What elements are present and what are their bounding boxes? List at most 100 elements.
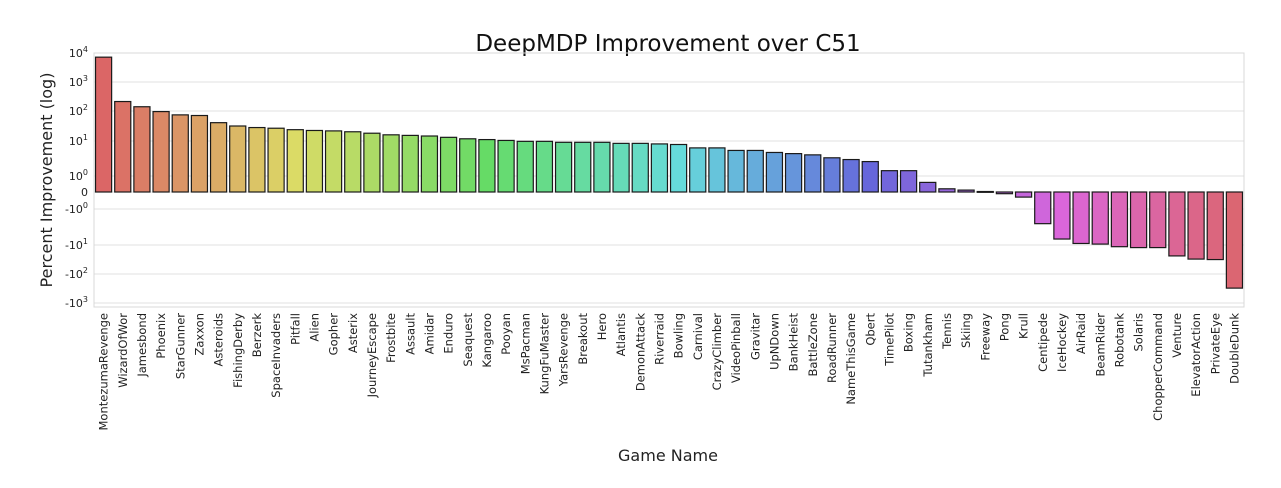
bar-Robotank bbox=[1110, 191, 1129, 248]
bar-TimePilot bbox=[880, 170, 899, 193]
bar-VideoPinball bbox=[727, 149, 745, 193]
y-tick-label: -100 bbox=[65, 201, 88, 216]
bar-IceHockey bbox=[1053, 191, 1071, 240]
x-tick-label: Frostbite bbox=[384, 313, 398, 363]
x-tick-label: NameThisGame bbox=[844, 313, 858, 405]
bar-Venture bbox=[1168, 191, 1186, 257]
bar-Riverraid bbox=[650, 143, 669, 193]
x-tick-label: CrazyClimber bbox=[710, 313, 724, 391]
x-tick-label: Bowling bbox=[672, 313, 686, 358]
x-tick-label: Gravitar bbox=[748, 313, 762, 360]
bar-AirRaid bbox=[1072, 191, 1090, 245]
x-tick-label: Asteroids bbox=[212, 313, 226, 366]
x-tick-label: ChopperCommand bbox=[1151, 313, 1165, 421]
bar-Seaquest bbox=[459, 138, 477, 193]
bars bbox=[94, 56, 1244, 289]
x-tick-label: UpNDown bbox=[767, 313, 781, 370]
bar-NameThisGame bbox=[842, 158, 860, 193]
bar-PrivateEye bbox=[1206, 191, 1224, 261]
bar-BattleZone bbox=[804, 154, 822, 193]
bar-StarGunner bbox=[171, 114, 189, 193]
bar-JourneyEscape bbox=[363, 132, 381, 193]
x-tick-label: Zaxxon bbox=[192, 313, 206, 356]
grid-lines bbox=[94, 52, 1244, 304]
bar-DoubleDunk bbox=[1225, 191, 1244, 289]
bar-Atlantis bbox=[612, 142, 630, 193]
bar-YarsRevenge bbox=[554, 141, 573, 193]
x-tick-label: Assault bbox=[403, 313, 417, 355]
x-tick-label: Alien bbox=[307, 313, 321, 342]
x-tick-label: RoadRunner bbox=[825, 313, 839, 383]
bar-Frostbite bbox=[382, 134, 400, 193]
x-tick-label: Riverraid bbox=[652, 313, 666, 365]
y-tick-label: 103 bbox=[69, 74, 88, 89]
x-tick-label: Phoenix bbox=[154, 313, 168, 359]
x-tick-label: Robotank bbox=[1112, 313, 1126, 368]
x-tick-label: Kangaroo bbox=[480, 313, 494, 368]
bar-Boxing bbox=[899, 170, 918, 193]
bar-Bowling bbox=[669, 143, 688, 193]
x-tick-label: Tutankham bbox=[921, 313, 935, 378]
x-tick-label: FishingDerby bbox=[231, 313, 245, 388]
bar-BeamRider bbox=[1091, 191, 1109, 245]
bar-BankHeist bbox=[784, 153, 803, 193]
x-tick-label: Venture bbox=[1170, 313, 1184, 358]
y-tick-labels: 104 103 102 101 100 0 -100 -101 -102 -103 bbox=[65, 45, 88, 310]
x-tick-label: Asterix bbox=[346, 313, 360, 353]
bar-Enduro bbox=[439, 136, 458, 193]
bar-Gopher bbox=[324, 130, 343, 193]
x-tick-label: YarsRevenge bbox=[557, 313, 571, 387]
x-tick-label: Amidar bbox=[422, 313, 436, 355]
y-tick-label: 101 bbox=[69, 133, 88, 148]
x-axis-label: Game Name bbox=[618, 446, 718, 465]
bar-ElevatorAction bbox=[1187, 191, 1205, 260]
bar-Solaris bbox=[1129, 191, 1148, 249]
x-tick-label: MontezumaRevenge bbox=[97, 313, 111, 431]
x-tick-label: Jamesbond bbox=[135, 313, 149, 378]
x-tick-label: DemonAttack bbox=[633, 313, 647, 392]
x-tick-label: StarGunner bbox=[173, 313, 187, 379]
x-tick-label: Enduro bbox=[442, 313, 456, 354]
x-tick-label: BankHeist bbox=[787, 313, 801, 372]
y-tick-label: -103 bbox=[65, 295, 88, 310]
y-tick-label: 102 bbox=[69, 103, 88, 118]
y-tick-label: 100 bbox=[69, 168, 88, 183]
bar-Kangaroo bbox=[478, 138, 496, 193]
bar-RoadRunner bbox=[823, 157, 841, 193]
bar-Centipede bbox=[1034, 191, 1052, 225]
x-tick-label: SpaceInvaders bbox=[269, 313, 283, 398]
bar-WizardOfWor bbox=[114, 100, 132, 193]
bar-Phoenix bbox=[152, 110, 170, 193]
x-tick-labels: MontezumaRevenge WizardOfWor Jamesbond Phoe… bbox=[97, 313, 1242, 431]
x-tick-label: Solaris bbox=[1132, 313, 1146, 352]
x-tick-label: Pong bbox=[997, 313, 1011, 341]
x-tick-label: Krull bbox=[1017, 313, 1031, 339]
x-tick-label: Pooyan bbox=[499, 313, 513, 355]
bar-CrazyClimber bbox=[708, 147, 726, 193]
x-tick-label: Qbert bbox=[863, 313, 877, 346]
plot-frame bbox=[93, 52, 1245, 308]
x-tick-label: MsPacman bbox=[518, 313, 532, 374]
bar-Tutankham bbox=[919, 181, 937, 193]
bar-Pong bbox=[995, 191, 1014, 195]
bar-FishingDerby bbox=[229, 125, 247, 193]
bar-Jamesbond bbox=[133, 106, 151, 193]
x-tick-label: Pitfall bbox=[288, 313, 302, 345]
bar-Amidar bbox=[420, 135, 439, 193]
y-axis-label: Percent Improvement (log) bbox=[37, 73, 56, 288]
bar-Skiing bbox=[957, 189, 975, 193]
x-tick-label: Berzerk bbox=[250, 313, 264, 358]
bar-Zaxxon bbox=[190, 114, 209, 193]
y-tick-label: 104 bbox=[69, 45, 88, 60]
bar-Carnival bbox=[689, 147, 707, 193]
x-tick-label: Hero bbox=[595, 313, 609, 340]
bar-Breakout bbox=[574, 141, 592, 193]
x-tick-label: Freeway bbox=[978, 313, 992, 361]
x-tick-label: TimePilot bbox=[882, 313, 896, 367]
bar-UpNDown bbox=[765, 151, 784, 193]
bar-SpaceInvaders bbox=[267, 127, 285, 193]
bar-Hero bbox=[593, 141, 611, 193]
x-tick-label: JourneyEscape bbox=[365, 313, 379, 398]
bar-ChopperCommand bbox=[1149, 191, 1167, 249]
